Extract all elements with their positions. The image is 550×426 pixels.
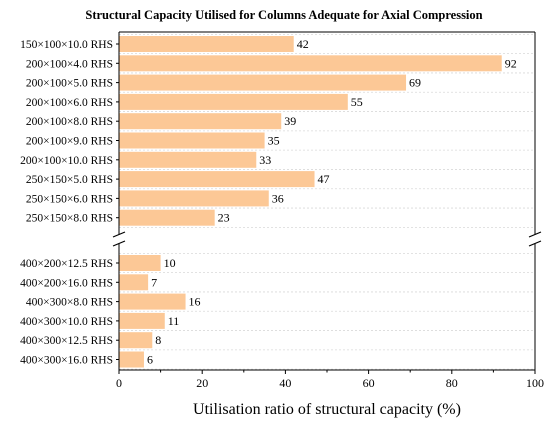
axis-break-left <box>112 240 126 247</box>
category-label: 200×100×6.0 RHS <box>26 97 113 109</box>
bar <box>119 151 257 168</box>
category-label: 400×300×12.5 RHS <box>20 335 113 347</box>
category-label: 200×100×10.0 RHS <box>20 155 113 167</box>
category-label: 400×200×16.0 RHS <box>20 277 113 289</box>
category-label: 200×100×4.0 RHS <box>26 58 113 70</box>
data-label: 92 <box>505 56 517 70</box>
category-label: 250×150×6.0 RHS <box>26 193 113 205</box>
bar <box>119 312 165 329</box>
bar <box>119 293 186 310</box>
x-axis-title: Utilisation ratio of structural capacity… <box>193 401 461 418</box>
x-tick-label: 0 <box>116 376 122 390</box>
bar <box>119 274 149 291</box>
bar <box>119 209 215 226</box>
data-label: 23 <box>218 211 230 225</box>
bar <box>119 132 265 149</box>
category-label: 400×300×8.0 RHS <box>26 297 113 309</box>
category-label: 150×100×10.0 RHS <box>20 39 113 51</box>
data-label: 39 <box>284 114 296 128</box>
x-tick-label: 80 <box>446 376 458 390</box>
category-label: 200×100×5.0 RHS <box>26 78 113 90</box>
bar <box>119 190 269 207</box>
bar <box>119 93 348 110</box>
x-tick-label: 40 <box>279 376 291 390</box>
data-label: 47 <box>318 172 330 186</box>
x-tick-label: 20 <box>196 376 208 390</box>
bar <box>119 36 294 52</box>
x-tick-label: 100 <box>526 376 544 390</box>
bar <box>119 332 153 349</box>
data-label: 42 <box>297 37 309 51</box>
category-label: 250×150×5.0 RHS <box>26 174 113 186</box>
category-label: 250×150×8.0 RHS <box>26 213 113 225</box>
category-label: 200×100×9.0 RHS <box>26 136 113 148</box>
axis-break-right <box>528 240 542 247</box>
category-label: 400×300×10.0 RHS <box>20 316 113 328</box>
bar <box>119 171 315 188</box>
data-label: 8 <box>155 333 161 347</box>
axis-break-left <box>112 231 126 238</box>
data-label: 7 <box>151 275 157 289</box>
data-label: 16 <box>189 295 201 309</box>
bar <box>119 74 407 91</box>
category-label: 400×200×12.5 RHS <box>20 258 113 270</box>
category-label: 200×100×8.0 RHS <box>26 116 113 128</box>
bar <box>119 113 282 130</box>
data-label: 55 <box>351 95 363 109</box>
data-label: 36 <box>272 191 284 205</box>
bar <box>119 255 161 271</box>
chart-title: Structural Capacity Utilised for Columns… <box>85 8 482 22</box>
data-label: 11 <box>168 314 180 328</box>
data-label: 35 <box>268 134 280 148</box>
data-label: 10 <box>164 256 176 270</box>
category-label: 400×300×16.0 RHS <box>20 355 113 367</box>
bar <box>119 351 144 368</box>
data-label: 6 <box>147 353 153 367</box>
bar <box>119 55 502 72</box>
axis-break-right <box>528 231 542 238</box>
data-label: 33 <box>259 153 271 167</box>
data-label: 69 <box>409 76 421 90</box>
x-tick-label: 60 <box>363 376 375 390</box>
